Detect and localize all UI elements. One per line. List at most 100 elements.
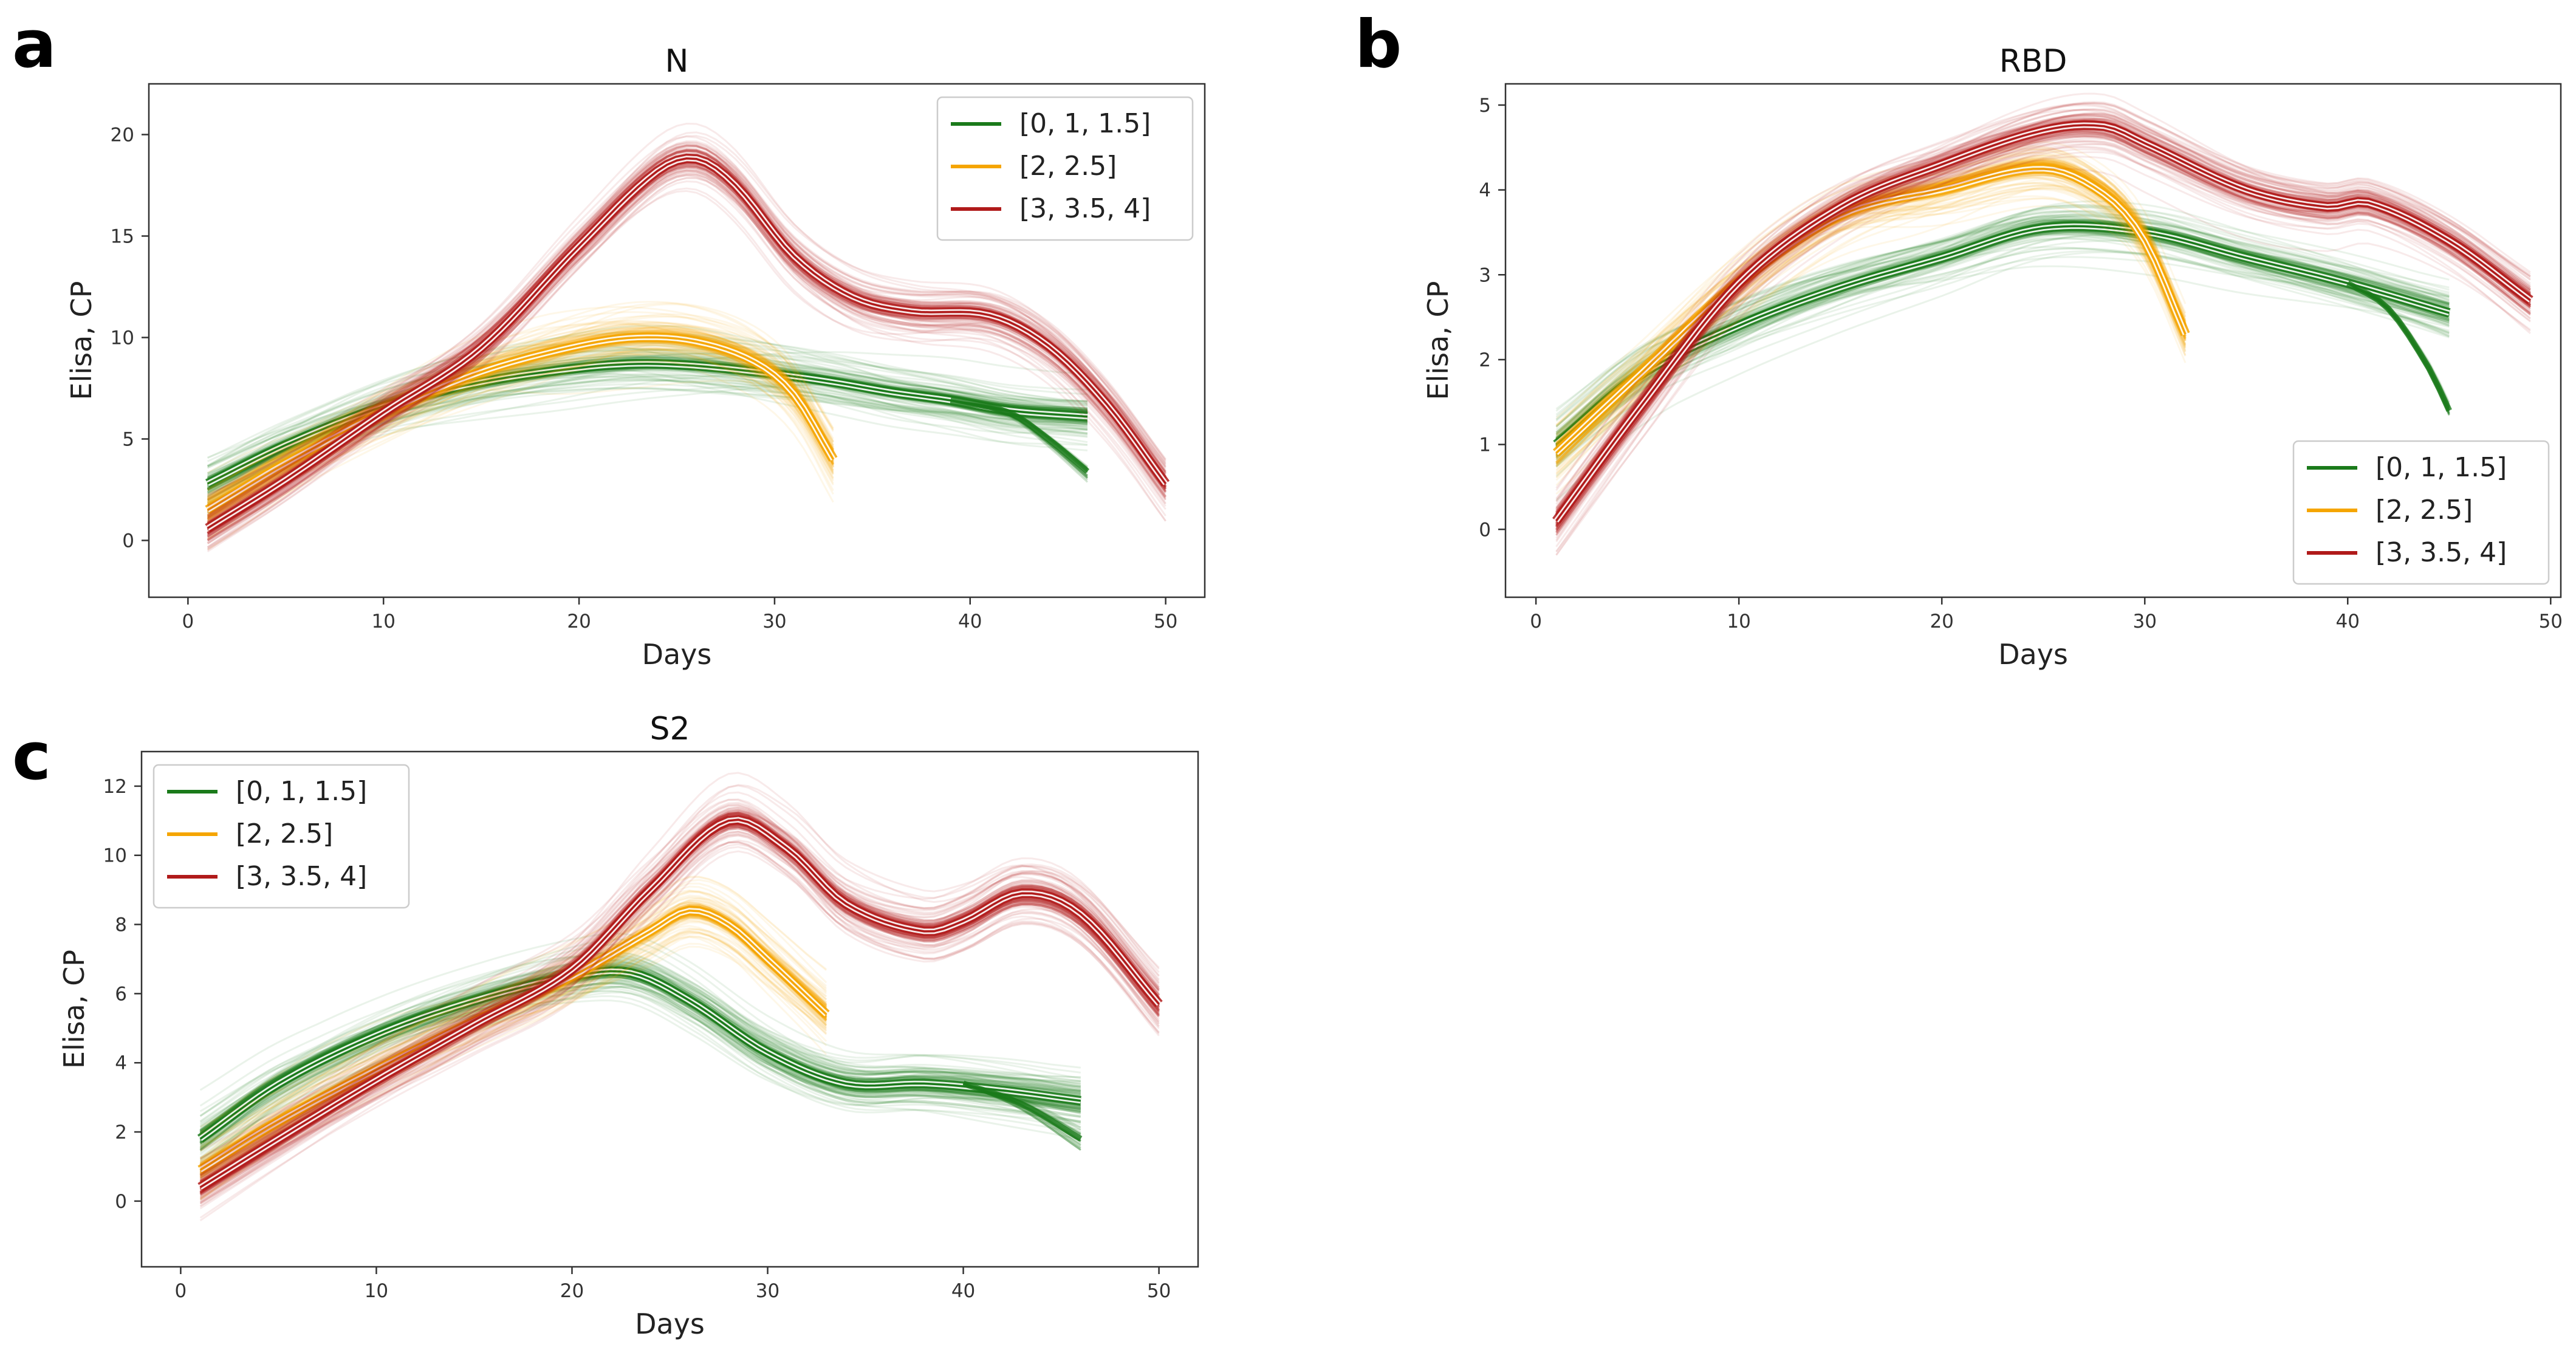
- sample-curve: [199, 839, 1160, 1188]
- x-tick-label: 0: [1530, 611, 1542, 632]
- sample-curve: [199, 784, 1160, 1166]
- x-tick-label: 10: [365, 1280, 388, 1302]
- x-tick-label: 0: [175, 1280, 187, 1302]
- sample-curve: [199, 961, 1081, 1117]
- sample-curve: [199, 930, 827, 1171]
- sample-curve: [199, 916, 827, 1182]
- sample-curve: [199, 876, 827, 1190]
- sample-curve-core: [199, 981, 1081, 1151]
- sample-curve: [199, 897, 827, 1171]
- series-3: [205, 122, 1170, 553]
- sample-curve-core: [1555, 130, 2532, 530]
- x-tick-label: 50: [1147, 1280, 1171, 1302]
- sample-curve: [1555, 101, 2531, 526]
- sample-curve-core: [1555, 114, 2532, 513]
- sample-curve: [199, 841, 1160, 1193]
- legend-label: [2, 2.5]: [2376, 495, 2473, 526]
- x-tick-label: 30: [762, 611, 786, 632]
- sample-curve: [1555, 197, 2187, 451]
- sample-curve: [207, 329, 834, 530]
- sample-curve: [207, 143, 1166, 549]
- sample-curve: [199, 990, 1081, 1158]
- sample-curve: [199, 985, 1081, 1150]
- sample-curve: [1555, 148, 2187, 435]
- x-tick-label: 0: [182, 611, 194, 632]
- sample-curve: [207, 327, 834, 525]
- sample-curve: [199, 936, 827, 1171]
- x-tick-label: 20: [1930, 611, 1953, 632]
- mean-line: [199, 970, 1081, 1140]
- sample-curve-core: [199, 982, 1081, 1145]
- sample-curve-core: [199, 810, 1160, 1176]
- sample-curve: [1555, 235, 2450, 465]
- x-tick-label: 40: [2336, 611, 2360, 632]
- sample-curve: [1555, 205, 2187, 426]
- sample-curve: [199, 931, 827, 1199]
- series-1: [197, 933, 1083, 1179]
- x-axis-label: Days: [642, 638, 712, 671]
- sample-curve: [199, 966, 1081, 1151]
- sample-curve: [207, 163, 1166, 520]
- x-tick-label: 10: [1727, 611, 1750, 632]
- legend-label: [2, 2.5]: [1019, 151, 1117, 182]
- sample-curve: [207, 151, 1166, 519]
- sample-curve: [199, 928, 827, 1159]
- sample-curve: [199, 831, 1160, 1201]
- legend-box: [2292, 440, 2550, 585]
- sample-curve: [199, 962, 1081, 1149]
- sample-curve: [1555, 173, 2187, 459]
- sample-curve: [199, 806, 1160, 1171]
- x-tick-label: 10: [371, 611, 395, 632]
- sample-curve: [207, 148, 1166, 518]
- sample-curve: [207, 306, 834, 520]
- sample-curve: [207, 321, 834, 485]
- sample-curve: [1555, 181, 2187, 463]
- sample-curve: [207, 375, 1088, 469]
- sample-curve: [199, 976, 1081, 1164]
- branch-mean: [950, 397, 1090, 474]
- x-axis-label: Days: [1998, 638, 2068, 671]
- sample-curve: [199, 978, 1081, 1159]
- mean-line: [207, 363, 1088, 485]
- mean-line: [1555, 124, 2531, 522]
- sample-curve: [1555, 178, 2187, 464]
- y-tick-label: 5: [122, 428, 134, 450]
- sample-curve: [207, 379, 834, 524]
- sample-curve: [199, 846, 1160, 1205]
- sample-curve: [1555, 204, 2450, 442]
- series-1: [205, 324, 1090, 515]
- sample-curve: [1555, 123, 2531, 552]
- sample-curve: [199, 798, 1160, 1169]
- sample-curve: [1555, 195, 2187, 487]
- sample-curve: [207, 145, 1166, 511]
- sample-curve: [207, 145, 1166, 522]
- plot-frame: [140, 750, 1199, 1268]
- sample-curve: [207, 144, 1166, 501]
- sample-curve: [199, 784, 1160, 1189]
- sample-curve: [207, 166, 1166, 526]
- y-tick-label: 5: [1479, 95, 1491, 117]
- chart-title: S2: [649, 711, 690, 747]
- legend: [0, 1, 1.5] [2, 2.5] [3, 3.5, 4]: [152, 764, 410, 909]
- sample-curve: [199, 935, 827, 1173]
- sample-curve: [199, 889, 827, 1170]
- y-tick-label: 0: [1479, 519, 1491, 541]
- legend-label: [3, 3.5, 4]: [1019, 193, 1151, 224]
- sample-curve: [207, 122, 1166, 518]
- sample-curve: [207, 145, 1166, 550]
- sample-curve: [207, 315, 834, 498]
- sample-curve: [199, 956, 1081, 1133]
- sample-curve: [1555, 182, 2187, 449]
- sample-curve: [199, 813, 1160, 1203]
- sample-curve: [1555, 103, 2531, 556]
- sample-curve: [1555, 135, 2531, 532]
- y-tick-label: 15: [111, 225, 134, 247]
- plot-area: [205, 122, 1170, 553]
- legend-label: [3, 3.5, 4]: [2376, 537, 2507, 568]
- sample-curve: [199, 896, 827, 1149]
- sample-curve: [1555, 92, 2531, 536]
- sample-curve: [1555, 127, 2531, 553]
- sample-curve: [207, 172, 1166, 541]
- y-tick-label: 4: [1479, 180, 1491, 202]
- sample-curve: [207, 140, 1166, 515]
